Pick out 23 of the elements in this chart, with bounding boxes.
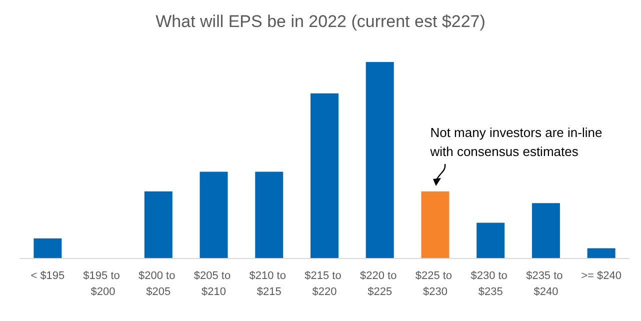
chart-title: What will EPS be in 2022 (current est $227) [156, 12, 486, 31]
x-tick-label: >= $240 [581, 270, 622, 282]
x-tick-label: $210 to $215 [249, 270, 290, 298]
bar [366, 62, 394, 258]
x-tick-label: $200 to $205 [138, 270, 178, 298]
bar [476, 222, 505, 258]
bar [310, 93, 338, 258]
x-tick-label: $205 to $210 [194, 270, 234, 298]
x-tick-label: $235 to $240 [526, 270, 566, 298]
bar [255, 172, 284, 258]
bar [200, 172, 228, 258]
bar [144, 191, 172, 258]
annotation: Not many investors are in-line with consensus estimates [430, 124, 604, 162]
bar [421, 191, 450, 258]
x-tick-label: < $195 [30, 270, 65, 282]
x-tick-label: $215 to $220 [304, 270, 344, 298]
bar [587, 248, 616, 258]
x-tick-label: $195 to $200 [83, 270, 123, 298]
x-tick-label: $220 to $225 [360, 270, 400, 298]
x-tick-label: $230 to $235 [470, 270, 510, 298]
bar [532, 203, 560, 258]
x-tick-label: $225 to $230 [415, 270, 456, 298]
bar [34, 238, 62, 258]
